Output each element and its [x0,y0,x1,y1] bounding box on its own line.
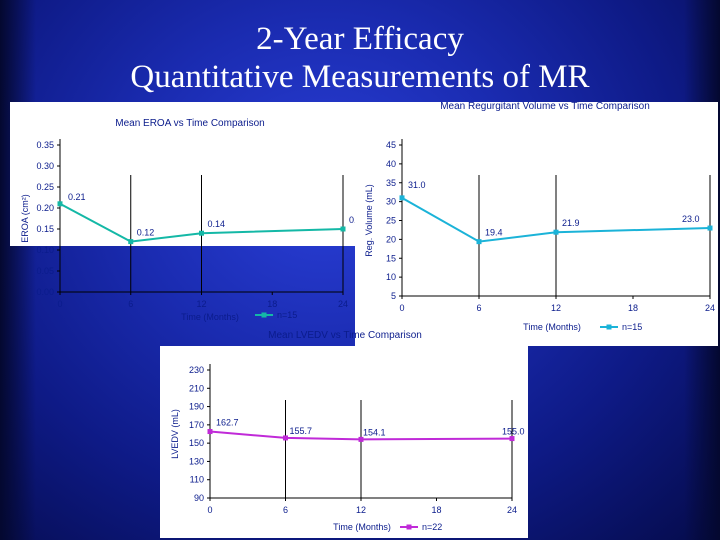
regvol-legend-marker [606,324,612,330]
lvedv-chart-title: Mean LVEDV vs Time Comparison [268,330,422,341]
regvol-data-point [553,229,559,235]
lvedv-x-tick-label: 12 [356,505,366,515]
lvedv-data-point [358,436,364,442]
eroa-y-tick-label: 0.20 [36,203,54,213]
left-frame-shade [0,0,36,540]
lvedv-legend-marker [406,524,412,530]
eroa-y-axis-label: EROA (cm²) [20,194,30,243]
eroa-y-tick-label: 0.05 [36,266,54,276]
lvedv-data-label: 162.7 [216,418,239,428]
regvol-y-tick-label: 35 [386,178,396,188]
lvedv-x-tick-label: 18 [431,505,441,515]
regvol-x-tick-label: 0 [399,303,404,313]
eroa-x-tick-label: 6 [128,299,133,309]
lvedv-y-tick-label: 210 [189,383,204,393]
regvol-data-label: 23.0 [682,214,700,224]
lvedv-data-point [509,436,515,442]
regvol-y-tick-label: 25 [386,216,396,226]
lvedv-y-tick-label: 130 [189,456,204,466]
eroa-y-tick-label: 0.10 [36,245,54,255]
lvedv-y-tick-label: 110 [190,475,204,485]
eroa-x-tick-label: 24 [338,299,348,309]
eroa-data-point [340,226,346,232]
regvol-x-axis-label: Time (Months) [523,322,581,332]
eroa-legend-marker [261,312,267,318]
eroa-data-label: 0.12 [137,228,155,238]
eroa-series-line [59,202,344,243]
lvedv-y-tick-label: 170 [189,420,204,430]
lvedv-legend-label: n=22 [422,522,442,532]
eroa-data-label: 0.14 [208,219,226,229]
regvol-series-line [401,196,711,243]
lvedv-y-tick-label: 90 [194,493,204,503]
lvedv-data-label: 154.1 [363,427,386,437]
regvol-y-tick-label: 30 [386,197,396,207]
regvol-x-tick-label: 18 [628,303,638,313]
regvol-x-tick-label: 6 [476,303,481,313]
regvol-y-tick-label: 45 [386,140,396,150]
lvedv-series-line [209,430,513,441]
lvedv-x-axis-label: Time (Months) [333,522,391,532]
regvol-data-point [707,225,713,231]
lvedv-data-point [207,429,213,435]
eroa-x-tick-label: 0 [57,299,62,309]
eroa-x-tick-label: 18 [267,299,277,309]
lvedv-data-point [283,435,288,441]
lvedv-data-label: 155.7 [290,426,313,436]
eroa-y-tick-label: 0.00 [36,287,54,297]
regvol-data-label: 21.9 [562,218,580,228]
regvol-data-label: 19.4 [485,228,503,238]
regvol-y-tick-label: 20 [386,234,396,244]
lvedv-chart-panel [160,346,528,538]
regvol-y-tick-label: 10 [386,272,396,282]
regvol-x-tick-label: 12 [551,303,561,313]
slide-title: 2-Year Efficacy Quantitative Measurement… [0,20,720,96]
regvol-y-tick-label: 40 [386,159,396,169]
regvol-y-tick-label: 5 [391,291,396,301]
eroa-y-tick-label: 0.15 [36,224,54,234]
lvedv-y-tick-label: 230 [189,365,204,375]
regvol-chart-title: Mean Regurgitant Volume vs Time Comparis… [440,101,650,112]
lvedv-y-axis-label: LVEDV (mL) [170,409,180,459]
regvol-data-label: 31.0 [408,180,426,190]
regvol-x-tick-label: 24 [705,303,715,313]
regvol-y-tick-label: 15 [386,253,396,263]
slide-title-line-1: 2-Year Efficacy [256,21,464,57]
eroa-legend-label: n=15 [277,310,297,320]
slide-title-line-2: Quantitative Measurements of MR [130,59,590,95]
eroa-chart-panel [10,102,360,246]
regvol-data-point [476,239,482,245]
eroa-y-tick-label: 0.30 [36,161,54,171]
eroa-x-tick-label: 12 [196,299,206,309]
lvedv-x-tick-label: 0 [207,505,212,515]
regvol-y-axis-label: Reg. Volume (mL) [364,184,374,257]
lvedv-x-tick-label: 6 [283,505,288,515]
eroa-chart-title: Mean EROA vs Time Comparison [115,118,265,129]
regvol-data-point [399,195,405,201]
eroa-data-point [199,230,204,236]
lvedv-y-tick-label: 190 [189,402,204,412]
lvedv-x-tick-label: 24 [507,505,517,515]
eroa-data-point [57,201,63,207]
regvol-chart-panel [355,102,718,346]
regvol-legend-label: n=15 [622,322,642,332]
eroa-y-tick-label: 0.35 [36,140,54,150]
eroa-data-label: 0.21 [68,192,86,202]
lvedv-y-tick-label: 150 [189,438,204,448]
eroa-x-axis-label: Time (Months) [181,312,239,322]
eroa-data-point [128,239,134,245]
eroa-y-tick-label: 0.25 [36,182,54,192]
lvedv-data-label: 155.0 [502,427,525,437]
